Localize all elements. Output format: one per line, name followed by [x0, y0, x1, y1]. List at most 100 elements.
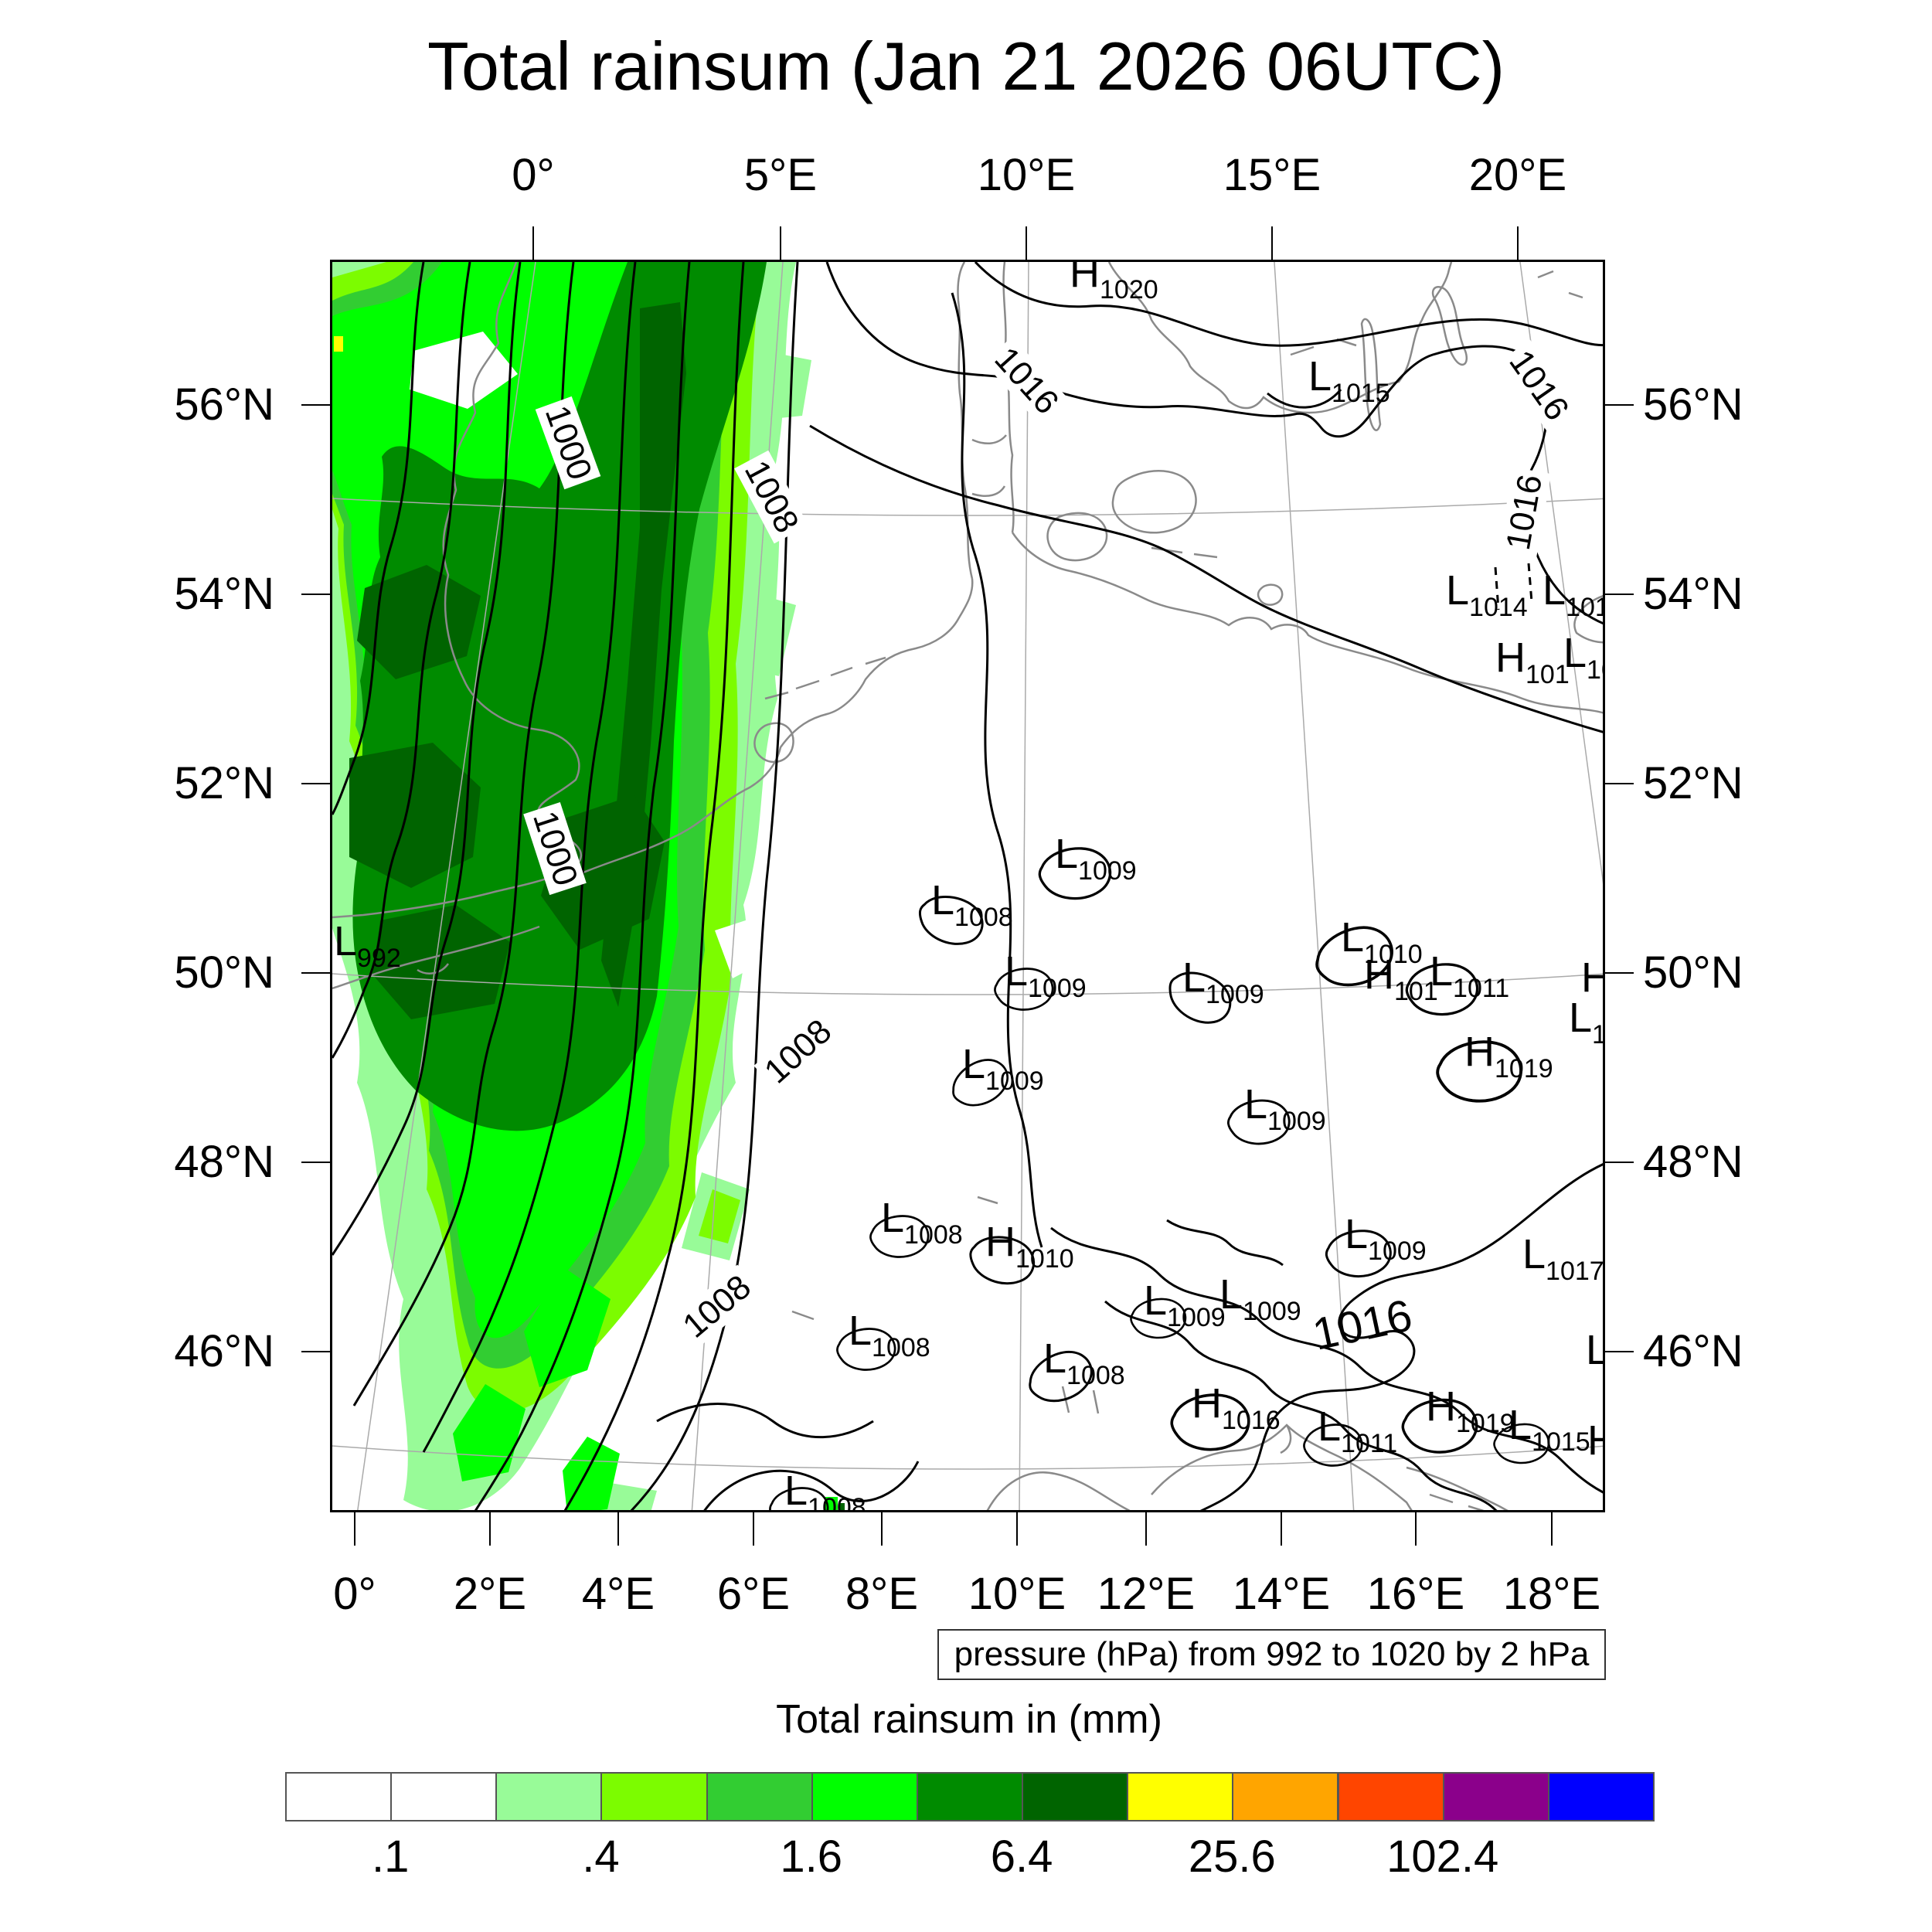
pressure-center-H1019: H1019	[1464, 1029, 1553, 1082]
isobar-label-1000: 1000	[523, 802, 587, 895]
left-axis-label: 56°N	[174, 379, 274, 430]
isobar-label-1008: 1008	[672, 1264, 763, 1349]
pressure-center-H1019: H1019	[1426, 1383, 1515, 1437]
pressure-center-letter: L	[334, 918, 358, 964]
bottom-axis-label: 12°E	[1097, 1569, 1196, 1619]
bottom-axis-label: 10°E	[968, 1569, 1066, 1619]
pressure-center-letter: L	[1563, 630, 1587, 676]
isobar-label-1016: 1016	[1498, 339, 1579, 432]
right-axis-label: 46°N	[1643, 1326, 1743, 1376]
pressure-center-L1009: L1009	[1144, 1280, 1226, 1331]
top-axis-label: 0°	[512, 150, 555, 200]
colorbar-segment	[1022, 1772, 1129, 1821]
pressure-center-value: 1014	[1469, 593, 1528, 622]
pressure-center-letter: L	[881, 1195, 905, 1241]
right-axis-tick	[1605, 594, 1634, 595]
isobar-label-1008: 1008	[753, 1009, 843, 1095]
pressure-center-letter: L	[1182, 954, 1206, 1001]
pressure-center-H101: H101	[1495, 634, 1570, 688]
pressure-center-L1009: L1009	[1055, 833, 1137, 884]
pressure-center-letter: L	[1244, 1081, 1268, 1128]
top-axis-tick	[1026, 226, 1027, 260]
colorbar-segment	[1127, 1772, 1234, 1821]
pressure-center-value: 1009	[1368, 1236, 1427, 1266]
right-axis-tick	[1605, 1162, 1634, 1163]
pressure-center-L1015: L1015	[1509, 1402, 1590, 1455]
pressure-center-letter: L	[931, 877, 955, 923]
pressure-center-L1009: L1009	[1244, 1081, 1326, 1134]
pressure-center-H1020: H1020	[1070, 262, 1158, 303]
isobar-label-1016: 1016	[1498, 467, 1552, 558]
bottom-axis-tick	[1016, 1512, 1018, 1546]
left-axis-tick	[301, 972, 330, 974]
pressure-center-value: 1008	[808, 1493, 866, 1512]
bottom-axis-tick	[617, 1512, 619, 1546]
pressure-center-value: 1008	[904, 1220, 963, 1250]
pressure-center-L1009: L1009	[1182, 954, 1264, 1008]
pressure-center-letter: H	[1426, 1383, 1456, 1430]
pressure-center-H1010: H1010	[985, 1221, 1074, 1272]
pressure-center-value: 1019	[1495, 1054, 1553, 1083]
pressure-center-value: 10	[1587, 655, 1603, 685]
pressure-center-letter: L	[1543, 567, 1566, 614]
right-axis-tick	[1605, 972, 1634, 974]
bottom-axis-label: 8°E	[845, 1569, 919, 1619]
colorbar-segment	[285, 1772, 393, 1821]
pressure-center-value: 1008	[954, 903, 1013, 932]
colorbar-segment	[916, 1772, 1024, 1821]
right-axis-label: 56°N	[1643, 379, 1743, 430]
pressure-center-letter: H	[1364, 951, 1394, 998]
colorbar-segment	[600, 1772, 708, 1821]
pressure-center-H10: H10	[1581, 954, 1603, 1001]
bottom-axis-label: 14°E	[1232, 1569, 1331, 1619]
bottom-axis-label: 16°E	[1366, 1569, 1465, 1619]
bottom-axis-tick	[753, 1512, 754, 1546]
left-axis-tick	[301, 1351, 330, 1352]
isobar-label-1000: 1000	[535, 396, 601, 490]
pressure-center-letter: H	[1495, 634, 1526, 681]
bottom-axis-label: 18°E	[1502, 1569, 1601, 1619]
pressure-center-letter: L	[1043, 1335, 1067, 1382]
pressure-center-value: 1008	[872, 1333, 930, 1362]
pressure-center-L101: L101	[1586, 1329, 1603, 1371]
pressure-caption: pressure (hPa) from 992 to 1020 by 2 hPa	[937, 1629, 1606, 1680]
pressure-center-value: 1009	[1078, 856, 1137, 886]
right-axis-tick	[1605, 783, 1634, 784]
colorbar-tick-label: .1	[371, 1832, 410, 1882]
pressure-center-L992: L992	[334, 918, 401, 971]
colorbar-segment	[1547, 1772, 1655, 1821]
bottom-axis-label: 6°E	[716, 1569, 791, 1619]
colorbar-segment	[706, 1772, 813, 1821]
pressure-center-L1009: L1009	[1345, 1213, 1427, 1264]
bottom-axis-tick	[1415, 1512, 1417, 1546]
pressure-center-H1016: H1016	[1192, 1380, 1281, 1434]
colorbar-tick-label: 6.4	[990, 1832, 1053, 1882]
map-graphic	[332, 262, 1603, 1510]
pressure-center-L1009: L1009	[1005, 951, 1087, 1002]
pressure-center-letter: L	[1522, 1231, 1546, 1277]
pressure-center-letter: H	[1581, 954, 1603, 1001]
pressure-center-value: 101	[1526, 660, 1570, 689]
bottom-axis-tick	[1551, 1512, 1553, 1546]
pressure-center-value: 1015	[1566, 593, 1603, 622]
isobar-label-1008: 1008	[734, 450, 808, 544]
left-axis-label: 50°N	[174, 947, 274, 998]
pressure-center-value: 1008	[1066, 1361, 1125, 1390]
bottom-axis-label: 4°E	[581, 1569, 655, 1619]
pressure-center-value: 1019	[1456, 1409, 1515, 1438]
pressure-center-L1008: L1008	[784, 1470, 866, 1512]
pressure-center-letter: H	[1192, 1380, 1222, 1427]
pressure-center-letter: L	[1341, 914, 1365, 961]
left-axis-label: 52°N	[174, 758, 274, 808]
top-axis-label: 10°E	[977, 150, 1076, 200]
page-title: Total rainsum (Jan 21 2026 06UTC)	[427, 28, 1505, 104]
pressure-center-value: 1020	[1100, 275, 1158, 304]
pressure-center-value: 992	[357, 944, 401, 973]
pressure-center-letter: H	[1464, 1029, 1495, 1075]
pressure-center-value: 1009	[1028, 974, 1087, 1003]
colorbar-segment	[1232, 1772, 1339, 1821]
rain-extreme-pixel	[334, 336, 343, 352]
right-axis-label: 52°N	[1643, 758, 1743, 808]
pressure-center-letter: L	[1509, 1402, 1532, 1448]
